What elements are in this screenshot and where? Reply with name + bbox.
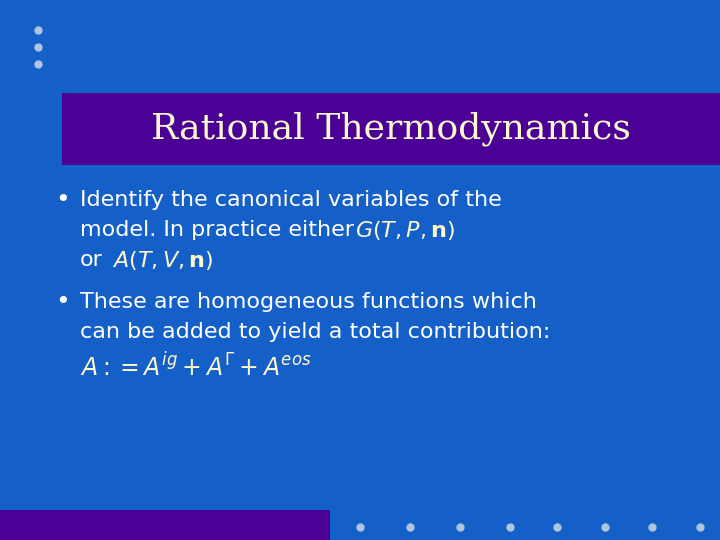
Text: These are homogeneous functions which: These are homogeneous functions which (80, 292, 537, 312)
Text: can be added to yield a total contribution:: can be added to yield a total contributi… (80, 322, 550, 342)
Text: model. In practice either: model. In practice either (80, 220, 354, 240)
FancyBboxPatch shape (62, 93, 720, 165)
Text: Rational Thermodynamics: Rational Thermodynamics (151, 112, 631, 146)
Text: $G(T, P, \mathbf{n})$: $G(T, P, \mathbf{n})$ (355, 219, 455, 241)
FancyBboxPatch shape (0, 510, 330, 540)
Text: •: • (55, 188, 70, 212)
Text: or: or (80, 250, 103, 270)
Text: Identify the canonical variables of the: Identify the canonical variables of the (80, 190, 502, 210)
Text: $A := A^{ig} + A^{\Gamma} + A^{eos}$: $A := A^{ig} + A^{\Gamma} + A^{eos}$ (80, 353, 312, 381)
Text: •: • (55, 290, 70, 314)
Text: $A(T, V, \mathbf{n})$: $A(T, V, \mathbf{n})$ (112, 248, 213, 272)
